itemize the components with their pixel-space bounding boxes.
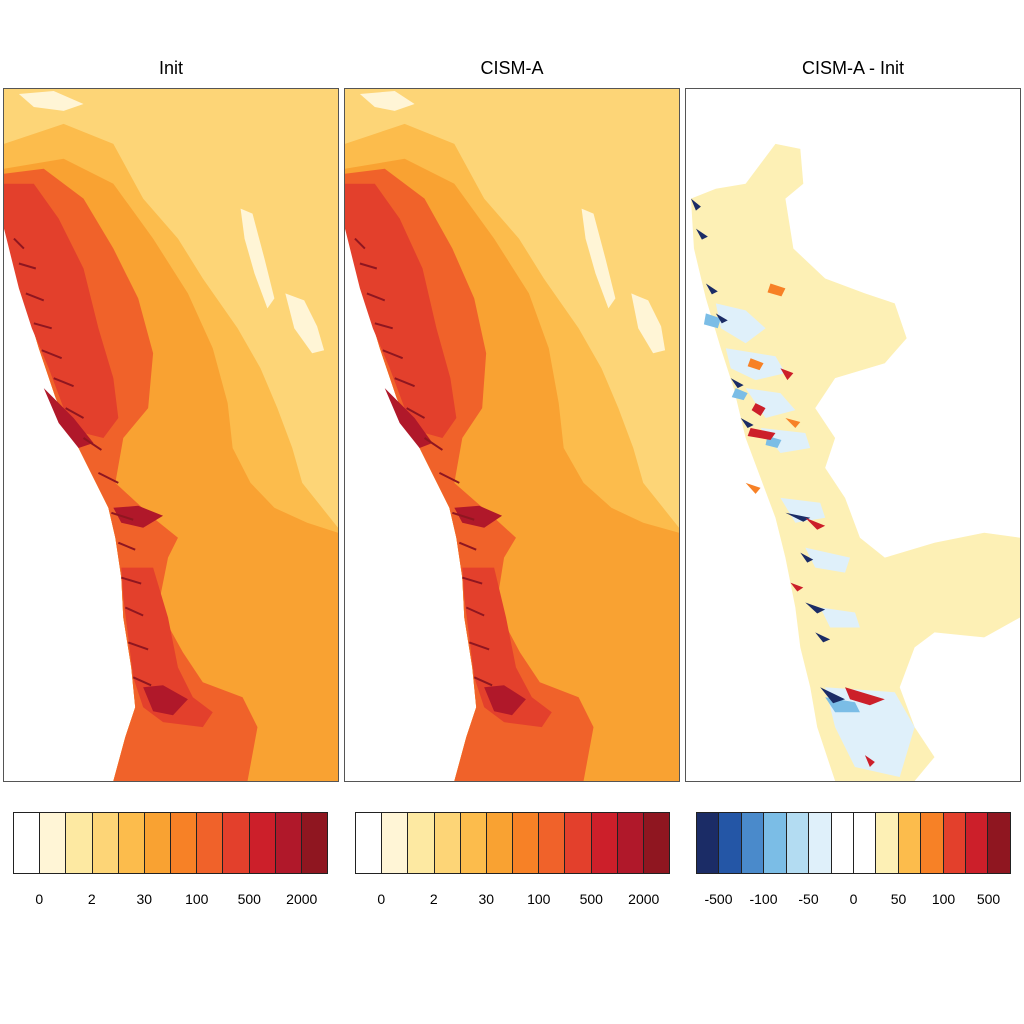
colorbar-swatch [741, 812, 765, 874]
pale-lake-1 [240, 208, 275, 309]
colorbar-swatch [764, 812, 787, 874]
zone-level-10 [43, 388, 188, 716]
small-positive-region [690, 143, 1020, 781]
colorbar-swatch [643, 812, 671, 874]
colorbar-tick-label: 50 [890, 891, 907, 907]
colorbar-swatch [144, 812, 172, 874]
small-negative-patches [715, 303, 915, 778]
colorbar-swatch [171, 812, 198, 874]
colorbar-swatch [66, 812, 93, 874]
colorbar-swatch [513, 812, 540, 874]
colorbar-tick-label: 500 [976, 891, 1001, 907]
colorbar-difference [696, 812, 1011, 874]
colorbar-tick-label: 2 [87, 891, 96, 907]
colorbar-swatch [853, 812, 877, 874]
colorbar-swatch [696, 812, 720, 874]
pale-lake-2 [285, 293, 325, 354]
colorbar-swatch [591, 812, 618, 874]
pale-top-edge [359, 90, 415, 111]
difference-field [686, 89, 1020, 781]
colorbar-swatch [786, 812, 810, 874]
colorbar-swatch [92, 812, 119, 874]
colorbar-tick-label: 2 [429, 891, 438, 907]
colorbar-cism-a [355, 812, 671, 874]
colorbar-tick-label: -500 [704, 891, 733, 907]
colorbar-swatch [355, 812, 383, 874]
colorbar-tick-label: 0 [35, 891, 44, 907]
colorbar-tick-label: -100 [749, 891, 778, 907]
colorbar-swatch [831, 812, 854, 874]
colorbar-tick-label: 500 [237, 891, 261, 907]
colorbar-tick-label: -50 [798, 891, 819, 907]
map-panel-init [3, 88, 339, 782]
colorbar-tick-label: 30 [478, 891, 495, 907]
colorbar-tick-label: 100 [527, 891, 551, 907]
map-panel-difference [685, 88, 1021, 782]
colorbar-tick-label: 2000 [628, 891, 660, 907]
colorbar-init [13, 812, 329, 874]
colorbar-swatch [876, 812, 899, 874]
zone-level-10 [384, 388, 526, 716]
sea-region [345, 228, 477, 781]
pale-lake-2 [631, 293, 666, 354]
colorbar-swatch [249, 812, 276, 874]
colorbar-swatch [382, 812, 409, 874]
colorbar-tick-label: 500 [579, 891, 603, 907]
colorbar-tick-label: 100 [185, 891, 209, 907]
colorbar-swatch [988, 812, 1011, 874]
strong-positive-streaks [747, 368, 885, 768]
sea-region [4, 228, 136, 781]
colorbar-swatch [565, 812, 592, 874]
colorbar-swatch [809, 812, 832, 874]
map-panel-cism-a [344, 88, 680, 782]
coast-outlets [354, 237, 493, 687]
colorbar-swatch [40, 812, 67, 874]
colorbar-swatch [898, 812, 922, 874]
velocity-field-init [4, 89, 338, 781]
colorbar-swatch [617, 812, 644, 874]
colorbar-swatch [486, 812, 514, 874]
colorbar-swatch [434, 812, 461, 874]
colorbar-swatch [966, 812, 989, 874]
panel-title-cism-a: CISM-A [480, 58, 544, 78]
pale-lake-1 [581, 208, 616, 309]
colorbar-tick-label: 0 [849, 891, 858, 907]
colorbar-swatch [275, 812, 302, 874]
colorbar-swatch [118, 812, 145, 874]
coast-outlets [13, 237, 152, 687]
velocity-field-cism-a [345, 89, 679, 781]
colorbar-swatch [301, 812, 329, 874]
colorbar-tick-label: 0 [377, 891, 386, 907]
colorbar-swatch [197, 812, 224, 874]
zone-level-8 [4, 183, 119, 438]
pale-top-edge [18, 90, 84, 111]
zone-level-8 [345, 183, 457, 438]
colorbar-swatch [539, 812, 566, 874]
colorbar-swatch [13, 812, 41, 874]
colorbar-tick-label: 100 [931, 891, 956, 907]
colorbar-tick-label: 30 [136, 891, 153, 907]
colorbar-swatch [460, 812, 487, 874]
panel-title-difference: CISM-A - Init [801, 58, 904, 78]
colorbar-swatch [921, 812, 944, 874]
colorbar-swatch [408, 812, 435, 874]
colorbar-swatch [223, 812, 250, 874]
panel-title-init: Init [158, 58, 183, 78]
colorbar-tick-label: 2000 [286, 891, 318, 907]
colorbar-swatch [719, 812, 742, 874]
colorbar-swatch [943, 812, 967, 874]
